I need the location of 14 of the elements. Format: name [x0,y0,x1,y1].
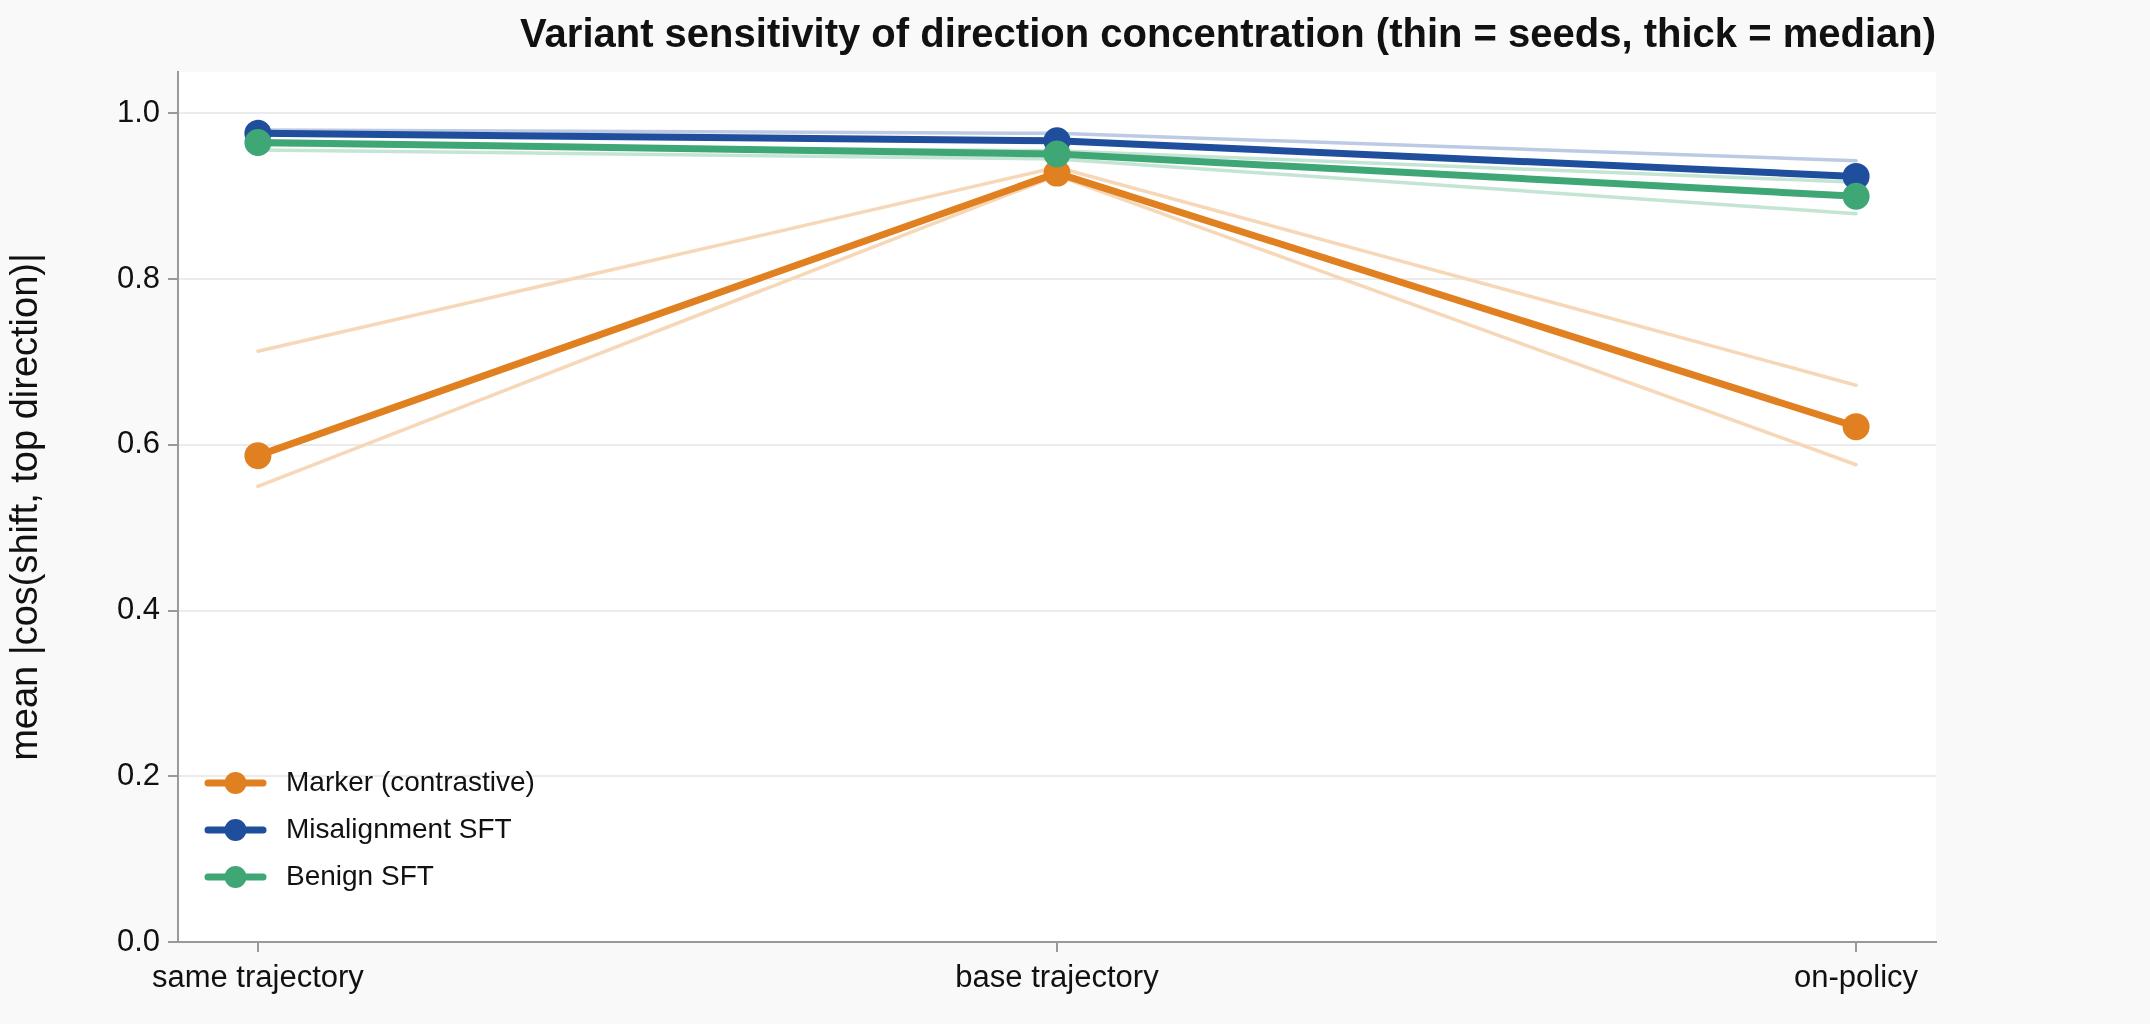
y-tick-label: 0.8 [116,259,160,295]
x-tick-label: on-policy [1794,959,1919,995]
legend-label: Marker (contrastive) [286,765,535,797]
y-axis-title: mean |cos(shift, top direction)| [3,253,46,761]
legend-label: Misalignment SFT [286,812,512,844]
y-tick-label: 1.0 [116,93,160,129]
y-tick-label: 0.0 [116,922,160,958]
y-tick-label: 0.4 [116,591,160,627]
legend-label: Benign SFT [286,859,434,891]
y-tick-label: 0.6 [116,425,160,461]
x-tick-label: base trajectory [955,959,1160,995]
y-tick-label: 0.2 [116,756,160,792]
chart-title: Variant sensitivity of direction concentration (thin = seeds, thick = median) [520,11,1936,56]
x-tick-label: same trajectory [151,959,365,995]
